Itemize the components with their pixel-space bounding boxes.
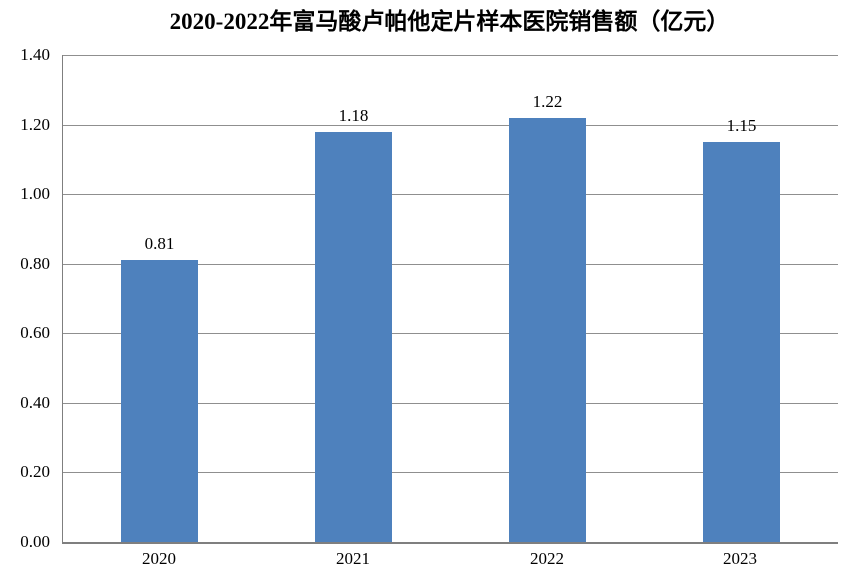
bar-2022 [509,118,586,542]
gridline-0.40 [63,403,838,404]
y-tick-label: 0.60 [20,323,50,342]
gridline-0.60 [63,333,838,334]
bar-2020 [121,260,198,542]
x-tick-label-2020: 2020 [142,549,176,568]
y-tick-label: 0.00 [20,532,50,551]
y-tick-label: 1.20 [20,115,50,134]
y-tick-label: 0.80 [20,254,50,273]
plot-area: 0.81 1.18 1.22 1.15 [62,55,838,544]
gridline-1.00 [63,194,838,195]
bar-2023 [703,142,780,542]
gridline-0.20 [63,472,838,473]
x-tick-label-2023: 2023 [723,549,757,568]
x-tick-label-2021: 2021 [336,549,370,568]
bar-value-label-2022: 1.22 [532,92,563,111]
gridline-0.80 [63,264,838,265]
chart-title: 2020-2022年富马酸卢帕他定片样本医院销售额（亿元） [169,9,730,34]
y-tick-label: 0.40 [20,393,50,412]
bar-value-label-2020: 0.81 [144,234,175,253]
gridline-1.40 [63,55,838,56]
y-tick-label: 0.20 [20,462,50,481]
bar-value-label-2021: 1.18 [338,106,369,125]
gridline-1.20 [63,125,838,126]
y-tick-label: 1.00 [20,184,50,203]
x-tick-label-2022: 2022 [530,549,564,568]
bar-value-label-2023: 1.15 [726,116,757,135]
bar-2021 [315,132,392,542]
y-tick-label: 1.40 [20,45,50,64]
